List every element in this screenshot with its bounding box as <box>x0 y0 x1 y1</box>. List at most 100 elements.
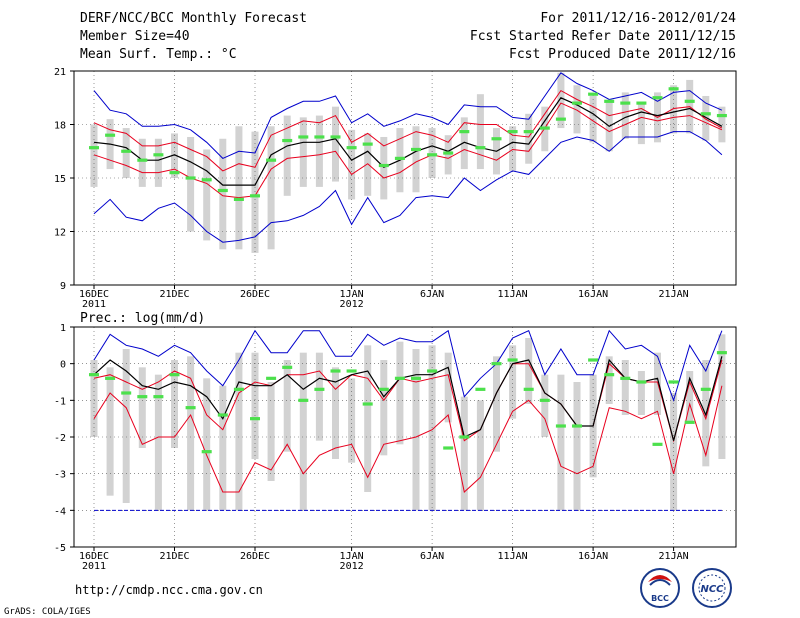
precip-climatology-marker <box>330 369 341 373</box>
forecast-range-label: For 2011/12/16-2012/01/24 <box>540 11 736 26</box>
temp-ytick-label: 15 <box>54 174 66 185</box>
precip-climatology-marker <box>346 369 357 373</box>
precip-member-box <box>348 378 356 463</box>
temp-climatology-marker <box>137 158 148 162</box>
temp-climatology-marker <box>636 101 647 105</box>
precip-climatology-marker <box>652 442 663 446</box>
precip-member-box <box>267 382 275 481</box>
temperature-panel: 9 12 15 18 21 16DEC 21DEC 26DEC 1JAN 6JAN 11JAN 16J… <box>54 67 737 310</box>
temp-ytick-label: 9 <box>60 281 66 292</box>
temp-member-box <box>251 131 259 253</box>
temp-climatology-marker <box>491 137 502 141</box>
temp-climatology-marker <box>668 87 679 91</box>
precip-member-box <box>138 367 146 448</box>
precip-member-box <box>493 356 500 452</box>
temp-member-box <box>428 128 436 178</box>
precip-climatology-marker <box>539 398 550 402</box>
temp-xtick-label: 26DEC <box>240 289 270 300</box>
temp-climatology-marker <box>282 138 293 143</box>
precip-climatology-marker <box>411 376 421 380</box>
precip-member-box <box>525 338 533 404</box>
precip-climatology-marker <box>153 395 164 399</box>
precip-climatology-marker <box>394 376 405 380</box>
precip-climatology-marker <box>427 369 438 373</box>
precip-panel-title: Prec.: log(mm/d) <box>80 311 205 326</box>
temp-climatology-marker <box>443 151 454 155</box>
precip-year-label: 2011 <box>82 561 106 572</box>
temp-climatology-marker <box>121 149 132 153</box>
temp-member-box <box>283 115 291 196</box>
temp-climatology-marker <box>105 133 116 137</box>
temp-climatology-marker <box>378 163 389 168</box>
precip-climatology-marker <box>443 446 454 450</box>
chart-title: DERF/NCC/BCC Monthly Forecast <box>80 11 307 26</box>
temp-climatology-marker <box>427 153 438 157</box>
temp-climatology-marker <box>555 117 566 121</box>
temp-member-box <box>412 126 420 193</box>
precip-xtick-label: 21DEC <box>159 551 189 562</box>
precip-climatology-marker <box>105 376 116 380</box>
precip-member-box <box>187 356 195 511</box>
precip-ytick-label: 0 <box>60 360 66 371</box>
temp-xtick-label: 21JAN <box>659 289 689 300</box>
precip-climatology-marker <box>362 402 373 406</box>
precip-xtick-label: 11JAN <box>498 551 528 562</box>
temp-xtick-label: 16DEC <box>79 289 109 300</box>
temp-member-box <box>315 115 323 187</box>
precip-member-box <box>203 378 211 511</box>
precip-climatology-marker <box>314 387 325 391</box>
precip-climatology-marker <box>169 373 180 377</box>
precip-climatology-marker <box>201 450 212 454</box>
temp-member-box <box>154 138 162 187</box>
temp-member-box <box>525 113 533 164</box>
member-size-label: Member Size=40 <box>80 29 190 44</box>
precip-xtick-label: 1JAN <box>340 551 364 562</box>
precip-member-box <box>573 382 581 511</box>
temp-member-box <box>718 106 726 143</box>
temp-member-box <box>380 136 388 200</box>
precip-ytick-label: -2 <box>54 433 66 444</box>
precip-member-box <box>364 345 372 492</box>
precip-climatology-marker <box>459 435 470 439</box>
temp-climatology-marker <box>153 153 164 157</box>
precip-ytick-label: -3 <box>54 470 66 481</box>
precipitation-panel: -5 -4 -3 -2 -1 0 1 16DEC 21DEC 26DEC 1JAN 6JAN 11JAN… <box>54 323 737 572</box>
precip-member-box <box>557 374 565 511</box>
grads-credit: GrADS: COLA/IGES <box>4 607 91 617</box>
precip-climatology-marker <box>491 362 502 366</box>
precip-climatology-marker <box>572 424 582 428</box>
temp-member-box <box>348 129 356 200</box>
temp-member-box <box>267 126 275 250</box>
precip-member-box <box>541 374 549 437</box>
temp-climatology-marker <box>652 96 663 100</box>
temp-year-label: 2012 <box>340 299 364 310</box>
temp-climatology-marker <box>185 176 196 180</box>
temp-climatology-marker <box>523 130 534 134</box>
precip-member-box <box>686 371 694 423</box>
temp-climatology-marker <box>250 194 260 198</box>
precip-member-box <box>315 352 323 441</box>
temp-climatology-marker <box>459 130 470 134</box>
precip-climatology-marker <box>233 387 244 391</box>
temp-member-box <box>621 92 629 139</box>
temp-upper-line <box>93 89 723 172</box>
temp-member-box <box>557 72 565 129</box>
temp-xtick-label: 6JAN <box>420 289 444 300</box>
precip-climatology-marker <box>636 380 647 384</box>
temp-member-box <box>444 135 452 175</box>
ncc-logo-label: NCC <box>700 584 724 595</box>
precip-member-box <box>605 356 613 404</box>
temp-climatology-marker <box>684 99 695 103</box>
temp-member-box <box>332 106 339 182</box>
temp-member-box <box>122 128 130 178</box>
precip-climatology-marker <box>250 417 260 421</box>
footer-url: http://cmdp.ncc.cma.gov.cn <box>75 583 263 597</box>
temp-climatology-marker <box>507 130 518 134</box>
temp-member-box <box>138 138 146 187</box>
precip-member-box <box>251 352 259 459</box>
precip-xtick-label: 6JAN <box>420 551 444 562</box>
temp-climatology-marker <box>314 135 325 139</box>
precip-ytick-label: 1 <box>60 323 66 334</box>
temp-climatology-marker <box>411 147 421 152</box>
